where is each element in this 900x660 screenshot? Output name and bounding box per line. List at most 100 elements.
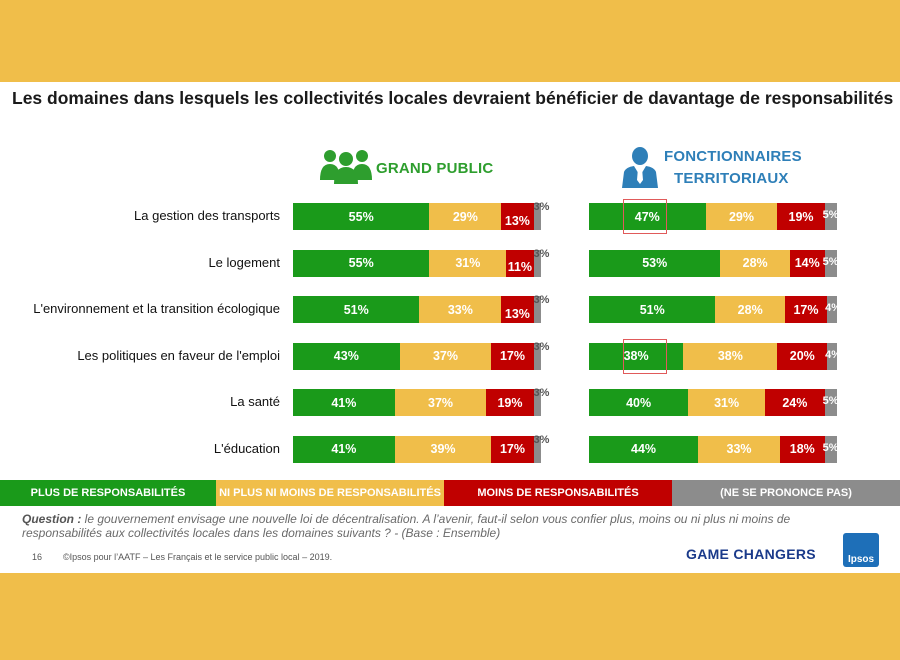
bar-row: 47% 29% 19% 5% [589, 203, 839, 230]
bar-value-label: 19% [497, 395, 523, 410]
bar-segment-ni: 31% [429, 249, 507, 277]
bar-value-label: 24% [782, 395, 808, 410]
bar-row: 44% 33% 18% 5% [589, 435, 839, 463]
bar-segment-plus: 41% [293, 435, 395, 463]
bar-row: 55% 31% 11% 3% [293, 248, 549, 277]
bar-segment-ni: 33% [419, 296, 502, 323]
category-label: Les politiques en faveur de l'emploi [77, 347, 280, 363]
bar-segment-ni: 37% [399, 342, 492, 370]
bar-segment-plus: 41% [293, 389, 395, 416]
bar-segment-plus: 55% [293, 203, 430, 230]
bar-value-label: 44% [631, 442, 657, 456]
bar-segment-nsp: 3% [533, 387, 549, 416]
bar-segment-ni: 39% [394, 435, 492, 463]
bar-value-label: 17% [499, 349, 525, 363]
legend-ni-label: NI PLUS NI MOINS DE RESPONSABILITÉS [219, 487, 441, 499]
bar-segment-nsp: 4% [825, 342, 841, 370]
bar-value-label: 40% [626, 395, 652, 410]
bar-value-label: 5% [822, 209, 839, 221]
bar-segment-moins: 18% [779, 435, 825, 463]
bar-row: 43% 37% 17% 3% [293, 341, 549, 370]
bar-value-label: 3% [533, 294, 550, 306]
bar-value-label: 14% [794, 256, 820, 270]
category-label: La gestion des transports [134, 208, 280, 223]
legend-plus-label: PLUS DE RESPONSABILITÉS [30, 487, 186, 499]
page-title: Les domaines dans lesquels les collectiv… [12, 88, 894, 108]
bar-segment-plus: 55% [293, 249, 430, 277]
bar-segment-plus: 53% [589, 249, 721, 277]
bar-segment-plus: 51% [293, 296, 420, 323]
bar-value-label: 4% [825, 302, 841, 314]
ipsos-logo-text: Ipsos [847, 554, 875, 565]
legend-moins: MOINS DE RESPONSABILITÉS [444, 480, 672, 506]
bar-segment-moins: 24% [765, 389, 825, 416]
category-label: L'éducation [213, 440, 280, 456]
footer-source: ©Ipsos pour l’AATF – Les Français et le … [63, 552, 333, 562]
bar-value-label: 3% [533, 340, 550, 353]
bar-row: 41% 37% 19% 3% [293, 387, 549, 416]
bar-value-label: 31% [455, 256, 481, 270]
page-number: 16 [32, 552, 43, 562]
bar-segment-nsp: 3% [533, 434, 549, 463]
bar-segment-nsp: 3% [533, 201, 549, 230]
bar-segment-moins: 11% [506, 249, 534, 277]
bottom-banner [0, 573, 900, 660]
bar-value-label: 51% [639, 302, 665, 317]
bar-segment-nsp: 4% [825, 296, 841, 323]
bar-value-label: 17% [793, 302, 819, 317]
bar-segment-ni: 37% [394, 389, 487, 416]
bar-value-label: 20% [789, 349, 815, 363]
bar-value-label: 47% [634, 209, 660, 224]
bar-value-label: 55% [348, 256, 374, 270]
bar-segment-moins: 19% [777, 203, 825, 230]
people-group-icon [320, 148, 372, 189]
bar-value-label: 43% [333, 349, 359, 363]
bar-segment-moins: 20% [777, 342, 828, 370]
bar-row: 38% 38% 20% 4% [589, 342, 841, 370]
bar-value-label: 17% [499, 442, 525, 456]
bar-value-label: 3% [533, 201, 550, 213]
group-fonctionnaires-label-2: TERRITORIAUX [674, 170, 789, 187]
bar-value-label: 5% [822, 255, 839, 268]
group-fonctionnaires-label-1: FONCTIONNAIRES [664, 148, 802, 165]
bar-value-label: 53% [642, 256, 668, 270]
legend-nsp-label: (NE SE PRONONCE PAS) [720, 487, 852, 499]
bar-value-label: 39% [430, 442, 456, 456]
game-changers-tagline: GAME CHANGERS [686, 546, 816, 562]
bar-value-label: 11% [507, 260, 533, 274]
bar-value-label: 28% [737, 302, 763, 317]
bar-value-label: 3% [533, 387, 550, 399]
bar-segment-moins: 17% [784, 296, 828, 323]
bar-segment-ni: 33% [698, 435, 780, 463]
bar-value-label: 13% [504, 213, 530, 228]
group-grand-public-label: GRAND PUBLIC [376, 160, 494, 177]
bar-segment-plus: 51% [589, 296, 716, 323]
bar-value-label: 33% [447, 302, 473, 317]
bar-row: 51% 28% 17% 4% [589, 296, 841, 323]
question-body: le gouvernement envisage une nouvelle lo… [22, 512, 791, 540]
bar-segment-moins: 14% [789, 249, 825, 277]
bar-segment-nsp: 5% [823, 389, 839, 416]
bar-value-label: 38% [623, 349, 649, 363]
bar-value-label: 29% [728, 209, 755, 224]
bar-value-label: 41% [331, 395, 357, 410]
bar-value-label: 28% [742, 256, 768, 270]
bar-value-label: 3% [533, 433, 550, 446]
bar-value-label: 13% [504, 306, 530, 321]
question-prefix: Question : [22, 512, 82, 526]
bar-segment-nsp: 5% [822, 203, 839, 230]
bar-row: 51% 33% 13% 3% [293, 294, 549, 323]
category-label: L'environnement et la transition écologi… [33, 301, 280, 316]
bar-value-label: 31% [714, 395, 740, 410]
bar-segment-ni: 31% [688, 389, 766, 416]
highlight-box [623, 199, 667, 234]
ipsos-logo: Ipsos [843, 533, 879, 567]
bar-segment-moins: 17% [491, 435, 534, 463]
bar-value-label: 55% [348, 209, 374, 224]
bar-value-label: 33% [726, 442, 752, 456]
official-person-icon [622, 146, 658, 193]
bar-row: 40% 31% 24% 5% [589, 389, 839, 416]
bar-segment-moins: 17% [491, 342, 534, 370]
bar-row: 41% 39% 17% 3% [293, 434, 549, 463]
bar-segment-plus: 38% [589, 342, 684, 370]
